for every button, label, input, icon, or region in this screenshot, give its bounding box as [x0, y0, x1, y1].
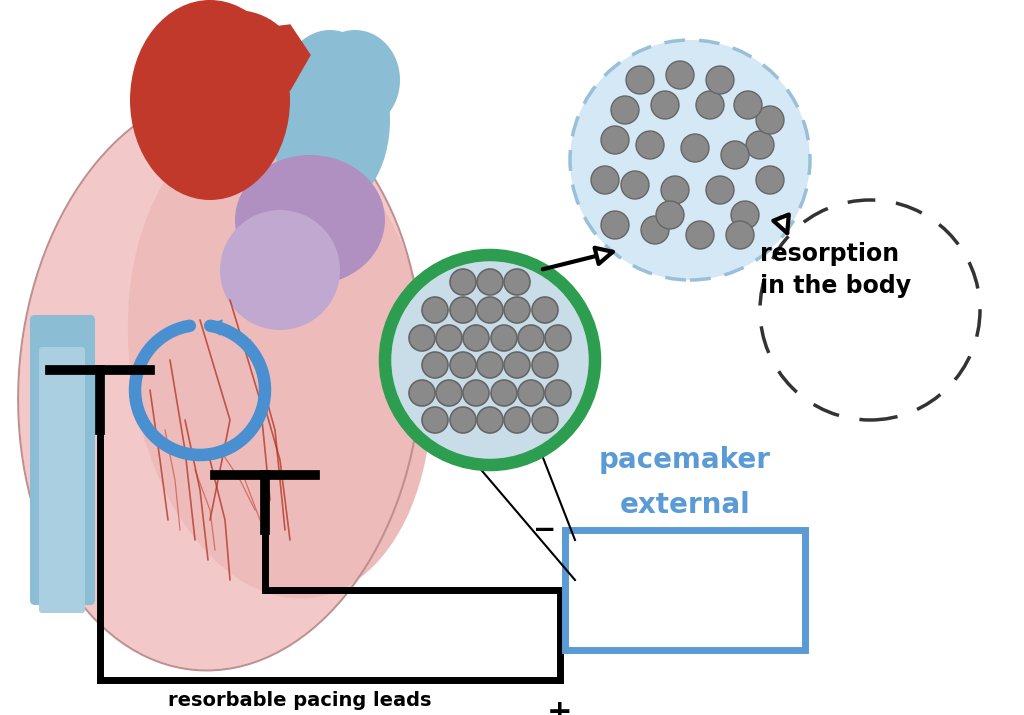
Circle shape: [504, 269, 530, 295]
Circle shape: [651, 91, 679, 119]
Circle shape: [545, 380, 571, 406]
Text: external: external: [620, 491, 751, 519]
Circle shape: [409, 380, 435, 406]
Circle shape: [436, 380, 462, 406]
Circle shape: [570, 40, 810, 280]
Circle shape: [450, 269, 476, 295]
Circle shape: [518, 325, 544, 351]
Ellipse shape: [310, 30, 400, 130]
Circle shape: [731, 201, 759, 229]
Circle shape: [721, 141, 749, 169]
Circle shape: [756, 106, 784, 134]
Ellipse shape: [19, 91, 421, 669]
Ellipse shape: [130, 0, 290, 200]
Circle shape: [409, 325, 435, 351]
Circle shape: [504, 407, 530, 433]
Circle shape: [746, 131, 774, 159]
Circle shape: [591, 166, 618, 194]
Ellipse shape: [234, 155, 385, 285]
Polygon shape: [210, 25, 310, 90]
Ellipse shape: [175, 10, 295, 110]
Text: −: −: [534, 516, 557, 544]
Circle shape: [477, 407, 503, 433]
Circle shape: [726, 221, 754, 249]
Circle shape: [477, 352, 503, 378]
Circle shape: [477, 269, 503, 295]
Circle shape: [490, 380, 517, 406]
Circle shape: [686, 221, 714, 249]
Text: resorbable pacing leads: resorbable pacing leads: [168, 691, 432, 709]
Circle shape: [545, 325, 571, 351]
Circle shape: [601, 126, 629, 154]
Circle shape: [666, 61, 694, 89]
Circle shape: [760, 200, 980, 420]
Circle shape: [422, 352, 449, 378]
Text: +: +: [547, 698, 572, 715]
Circle shape: [385, 255, 595, 465]
Ellipse shape: [220, 210, 340, 330]
Circle shape: [656, 201, 684, 229]
Circle shape: [532, 352, 558, 378]
Circle shape: [532, 407, 558, 433]
Circle shape: [450, 297, 476, 323]
Circle shape: [463, 380, 489, 406]
Circle shape: [532, 297, 558, 323]
Ellipse shape: [270, 30, 390, 210]
FancyBboxPatch shape: [30, 315, 95, 605]
Text: pacemaker: pacemaker: [599, 446, 771, 474]
Circle shape: [734, 91, 762, 119]
Circle shape: [436, 325, 462, 351]
Circle shape: [756, 166, 784, 194]
Circle shape: [636, 131, 664, 159]
FancyBboxPatch shape: [39, 347, 85, 613]
Circle shape: [696, 91, 724, 119]
Circle shape: [422, 407, 449, 433]
Circle shape: [626, 66, 654, 94]
Circle shape: [662, 176, 689, 204]
Circle shape: [601, 211, 629, 239]
Circle shape: [504, 297, 530, 323]
Circle shape: [641, 216, 669, 244]
Circle shape: [706, 66, 734, 94]
Circle shape: [450, 407, 476, 433]
Circle shape: [611, 96, 639, 124]
Text: resorption
in the body: resorption in the body: [760, 242, 911, 298]
Circle shape: [706, 176, 734, 204]
Ellipse shape: [128, 122, 432, 598]
Circle shape: [504, 352, 530, 378]
FancyBboxPatch shape: [565, 530, 805, 650]
Circle shape: [518, 380, 544, 406]
Circle shape: [681, 134, 709, 162]
Circle shape: [477, 297, 503, 323]
Circle shape: [621, 171, 649, 199]
Circle shape: [450, 352, 476, 378]
Circle shape: [463, 325, 489, 351]
Circle shape: [490, 325, 517, 351]
Circle shape: [422, 297, 449, 323]
